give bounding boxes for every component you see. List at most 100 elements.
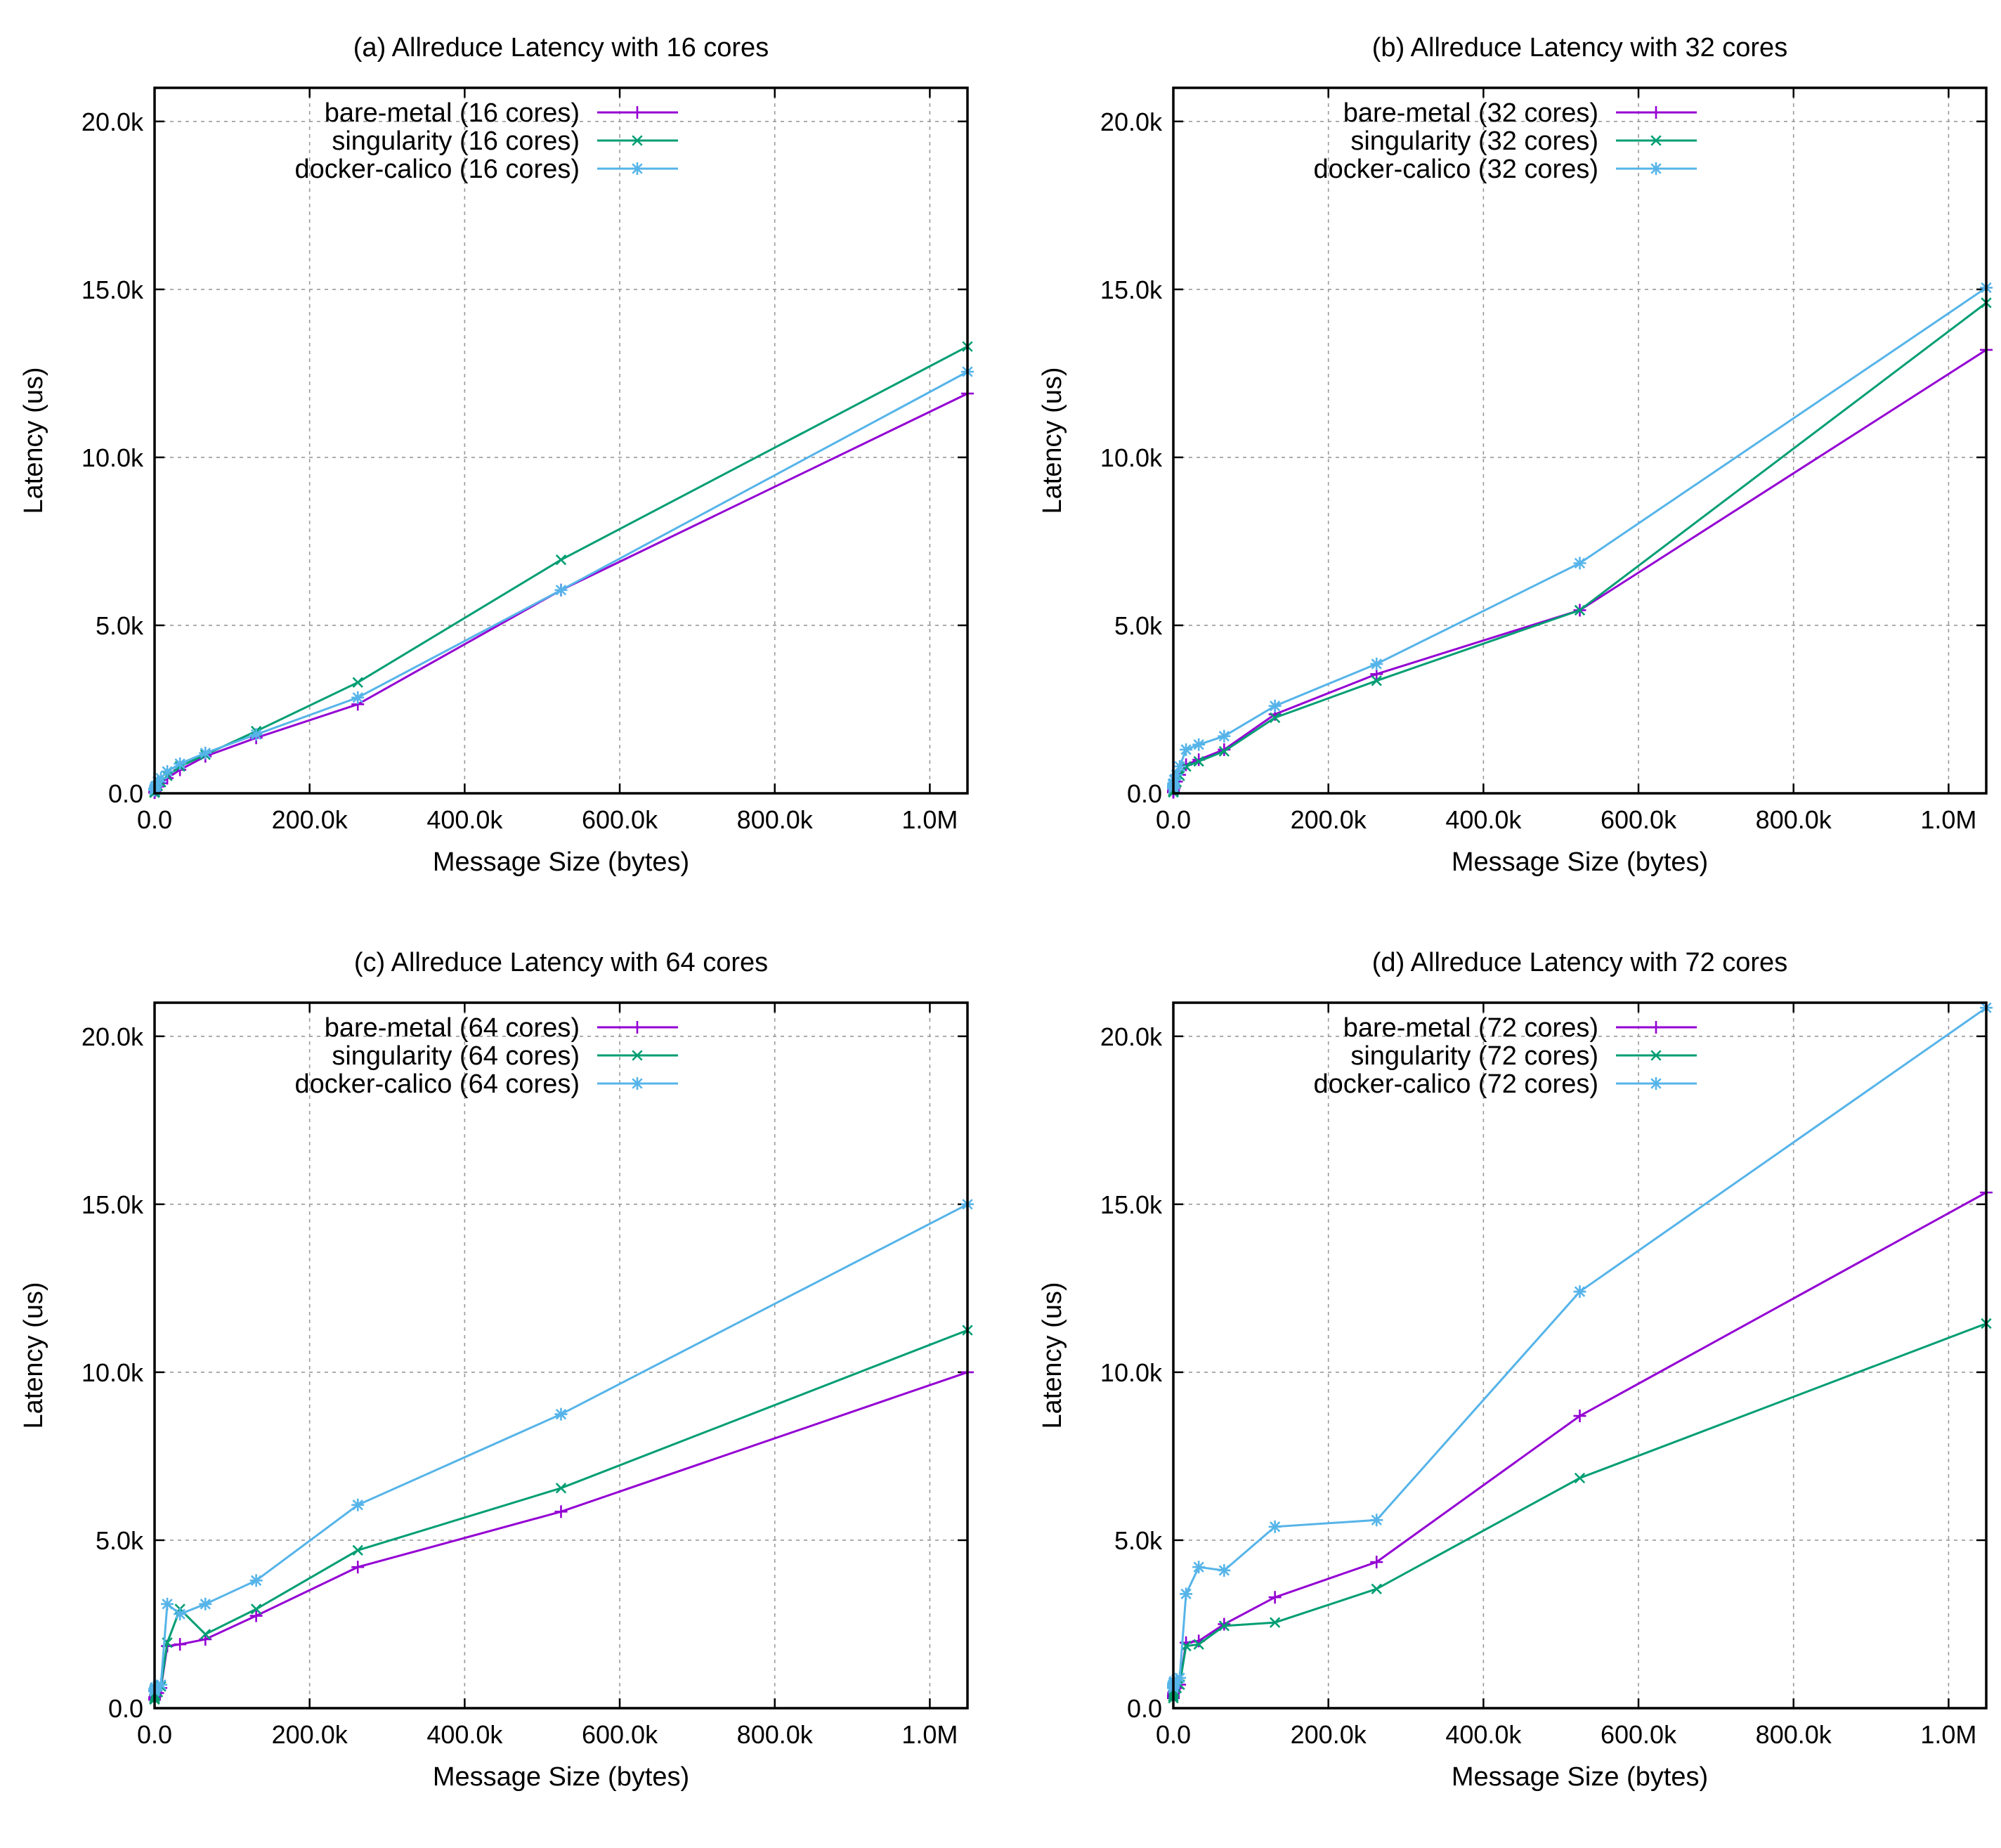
x-tick-label: 800.0k — [737, 805, 814, 834]
data-point-star — [1173, 1671, 1187, 1684]
chart-title: (d) Allreduce Latency with 72 cores — [1372, 948, 1787, 977]
legend-marker — [632, 135, 643, 146]
y-axis-label: Latency (us) — [1038, 1282, 1067, 1429]
legend-marker — [631, 1021, 644, 1034]
y-tick-label: 0.0 — [1127, 779, 1162, 808]
plot-frame — [153, 1001, 969, 1710]
y-tick-label: 15.0k — [1100, 1190, 1163, 1219]
y-axis-label: Latency (us) — [19, 367, 48, 514]
x-axis-label: Message Size (bytes) — [1452, 847, 1708, 877]
y-tick-label: 20.0k — [1100, 1022, 1163, 1051]
legend-entry-label: docker-calico (16 cores) — [295, 155, 580, 184]
data-point-star — [1218, 729, 1231, 743]
data-point-star — [1370, 657, 1383, 670]
y-tick-label: 0.0 — [108, 779, 143, 808]
data-point-star — [161, 764, 174, 778]
legend-entry-label: singularity (32 cores) — [1350, 126, 1598, 156]
y-axis-label: Latency (us) — [19, 1282, 48, 1429]
data-point-star — [199, 1597, 212, 1611]
plot-frame — [1172, 86, 1988, 795]
data-point-star — [155, 1678, 168, 1691]
data-point-cross — [352, 677, 363, 688]
chart-title: (a) Allreduce Latency with 16 cores — [353, 33, 769, 63]
legend-entry-label: bare-metal (32 cores) — [1343, 98, 1598, 128]
data-point-cross — [1193, 755, 1204, 767]
chart-title: (c) Allreduce Latency with 64 cores — [354, 948, 768, 977]
x-tick-label: 400.0k — [426, 805, 503, 834]
y-tick-label: 0.0 — [108, 1694, 143, 1723]
data-point-star — [1180, 1587, 1193, 1601]
legend-entry-label: bare-metal (64 cores) — [325, 1013, 580, 1043]
panel-c-64-cores: (c) Allreduce Latency with 64 cores 0.0 5.… — [19, 948, 974, 1792]
legend-entry-label: singularity (72 cores) — [1350, 1041, 1598, 1071]
legend-marker — [1650, 162, 1662, 175]
y-tick-label: 5.0k — [96, 611, 144, 640]
x-tick-label: 1.0M — [1920, 1720, 1976, 1749]
y-tick-label: 5.0k — [96, 1526, 144, 1555]
series-line-plus — [1172, 1191, 1987, 1698]
x-tick-label: 1.0M — [901, 1720, 958, 1749]
data-point-cross — [1574, 604, 1586, 616]
data-point-cross — [1269, 1617, 1281, 1628]
x-tick-label: 600.0k — [1601, 1720, 1677, 1749]
data-point-plus — [1573, 1410, 1586, 1423]
data-point-star — [1573, 557, 1586, 570]
x-tick-label: 0.0 — [137, 805, 172, 834]
y-tick-label: 20.0k — [1100, 108, 1163, 136]
panel-b-32-cores: (b) Allreduce Latency with 32 cores 0.0 5.… — [1038, 33, 1993, 877]
y-tick-label: 15.0k — [82, 275, 144, 304]
data-point-star — [161, 1597, 174, 1611]
data-point-star — [351, 1498, 365, 1511]
data-point-cross — [555, 1483, 567, 1494]
data-point-cross — [1269, 712, 1281, 724]
panel-a-16-cores: (a) Allreduce Latency with 16 cores 0.0 5.… — [19, 33, 974, 877]
data-point-star — [351, 691, 365, 704]
x-axis-label: Message Size (bytes) — [433, 847, 689, 877]
data-point-star — [1268, 699, 1282, 712]
data-point-star — [249, 728, 263, 741]
x-tick-label: 400.0k — [1445, 805, 1522, 834]
y-tick-label: 10.0k — [82, 1358, 144, 1387]
x-tick-label: 200.0k — [1291, 805, 1367, 834]
legend-entry-label: bare-metal (16 cores) — [325, 98, 580, 128]
data-point-cross — [1218, 1620, 1230, 1632]
data-point-plus — [1370, 1556, 1383, 1569]
x-tick-label: 1.0M — [1920, 805, 1976, 834]
legend-marker — [631, 162, 644, 175]
legend-marker — [632, 1050, 643, 1061]
data-point-cross — [352, 1544, 363, 1556]
data-point-plus — [174, 1638, 187, 1651]
x-tick-label: 800.0k — [1756, 805, 1832, 834]
legend-marker — [1650, 1077, 1662, 1090]
y-axis-label: Latency (us) — [1038, 367, 1067, 514]
panel-d-72-cores: (d) Allreduce Latency with 72 cores 0.0 5.… — [1038, 948, 1993, 1792]
data-point-cross — [555, 554, 567, 566]
series-line-cross — [1172, 1322, 1987, 1698]
series-line-star — [1172, 287, 1987, 788]
series-line-cross — [1172, 301, 1987, 793]
data-point-star — [554, 583, 568, 597]
legend-marker — [631, 1077, 644, 1090]
series-line-star — [153, 1203, 968, 1692]
data-point-star — [1192, 1561, 1206, 1574]
x-tick-label: 0.0 — [137, 1720, 172, 1749]
data-point-cross — [1371, 1583, 1382, 1594]
data-point-star — [554, 1407, 568, 1421]
data-point-star — [199, 746, 212, 760]
legend-marker — [1650, 1021, 1662, 1034]
data-point-star — [174, 757, 187, 770]
y-tick-label: 15.0k — [1100, 275, 1163, 304]
y-tick-label: 0.0 — [1127, 1694, 1162, 1723]
plot-frame — [153, 86, 969, 795]
data-point-plus — [1268, 1591, 1282, 1604]
x-tick-label: 600.0k — [582, 1720, 658, 1749]
data-point-plus — [351, 1561, 365, 1574]
plot-frame — [1172, 1001, 1988, 1710]
y-tick-label: 20.0k — [82, 108, 144, 136]
legend-entry-label: docker-calico (72 cores) — [1314, 1069, 1598, 1099]
data-point-star — [1370, 1514, 1383, 1527]
series-line-star — [153, 370, 968, 790]
data-point-cross — [250, 1603, 262, 1615]
legend-marker — [1650, 1050, 1662, 1061]
series-line-star — [1172, 1006, 1987, 1688]
